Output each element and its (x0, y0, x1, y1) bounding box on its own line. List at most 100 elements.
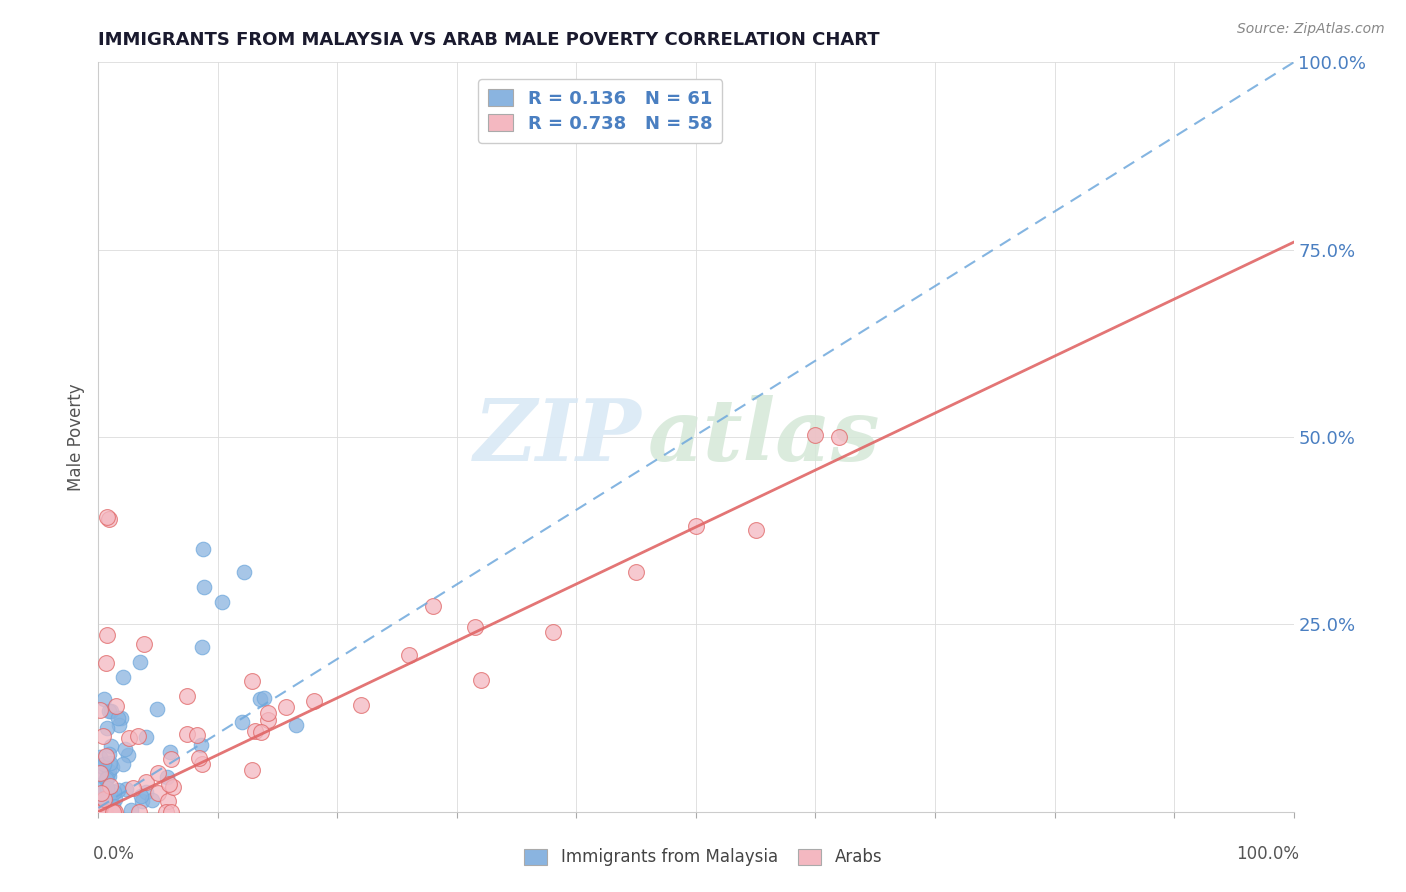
Point (98, 779, 121, 793)
Point (90, 786, 112, 800)
Point (685, 518, 707, 533)
Point (470, 673, 492, 688)
Point (107, 782, 129, 797)
Point (176, 690, 198, 704)
Point (114, 782, 136, 797)
Point (191, 542, 214, 557)
Point (98, 512, 121, 526)
Point (89, 805, 111, 819)
Point (94, 749, 117, 764)
Point (541, 624, 564, 639)
Point (89, 765, 111, 780)
Point (132, 637, 155, 651)
Text: Source: ZipAtlas.com: Source: ZipAtlas.com (1237, 22, 1385, 37)
Point (211, 595, 233, 609)
Point (276, 700, 298, 714)
Point (190, 640, 212, 654)
Point (103, 805, 125, 819)
Point (302, 693, 325, 707)
Point (828, 429, 851, 443)
Point (112, 757, 135, 772)
Point (97, 769, 120, 783)
Point (253, 691, 276, 706)
Point (160, 752, 183, 766)
Point (159, 805, 181, 819)
Point (135, 775, 157, 789)
Point (96, 772, 118, 786)
Point (156, 770, 179, 784)
Point (135, 785, 157, 799)
Point (94, 657, 117, 671)
Point (98, 756, 121, 771)
Point (93, 792, 115, 806)
Point (157, 777, 180, 791)
Point (745, 523, 768, 537)
Point (127, 729, 149, 743)
Point (146, 785, 169, 799)
Point (190, 739, 212, 753)
Point (159, 745, 181, 759)
Point (96, 721, 118, 735)
Point (128, 805, 150, 819)
Text: 0.0%: 0.0% (93, 846, 135, 863)
Point (98, 704, 121, 718)
Point (93, 797, 115, 811)
Point (89, 703, 111, 717)
Point (250, 724, 273, 739)
Point (91, 759, 114, 773)
Point (107, 718, 129, 732)
Point (91, 794, 114, 808)
Point (121, 780, 143, 795)
Point (93, 805, 115, 819)
Point (89, 800, 111, 814)
Point (257, 714, 280, 728)
Point (100, 760, 122, 774)
Point (93, 692, 115, 706)
Point (96, 628, 118, 642)
Point (350, 698, 373, 713)
Point (96, 509, 118, 524)
Text: 100.0%: 100.0% (1236, 846, 1299, 863)
Point (240, 673, 263, 688)
Point (91, 729, 114, 743)
Point (146, 702, 169, 716)
Point (257, 706, 280, 720)
Point (90, 787, 112, 801)
Point (131, 789, 153, 803)
Y-axis label: Male Poverty: Male Poverty (67, 384, 86, 491)
Legend: R = 0.136   N = 61, R = 0.738   N = 58: R = 0.136 N = 61, R = 0.738 N = 58 (478, 79, 723, 143)
Point (107, 711, 129, 725)
Point (96, 786, 118, 800)
Point (232, 565, 254, 579)
Point (101, 803, 124, 817)
Point (162, 780, 184, 794)
Point (94, 795, 117, 809)
Point (96, 781, 118, 796)
Text: ZIP: ZIP (474, 395, 643, 479)
Point (188, 751, 211, 765)
Point (98, 747, 121, 761)
Point (118, 731, 141, 745)
Point (91, 805, 114, 819)
Point (186, 728, 208, 742)
Point (191, 756, 214, 771)
Point (146, 765, 169, 780)
Point (120, 804, 142, 818)
Point (94, 805, 117, 819)
Point (93, 800, 115, 814)
Point (104, 805, 127, 819)
Point (129, 655, 152, 669)
Point (131, 794, 153, 808)
Point (626, 566, 648, 580)
Point (193, 580, 215, 594)
Point (111, 670, 134, 684)
Point (114, 742, 136, 756)
Point (91, 786, 114, 800)
Point (103, 785, 125, 799)
Point (141, 793, 163, 807)
Point (100, 739, 122, 754)
Point (100, 704, 122, 718)
Point (117, 748, 139, 763)
Point (89, 778, 111, 792)
Point (93, 756, 115, 771)
